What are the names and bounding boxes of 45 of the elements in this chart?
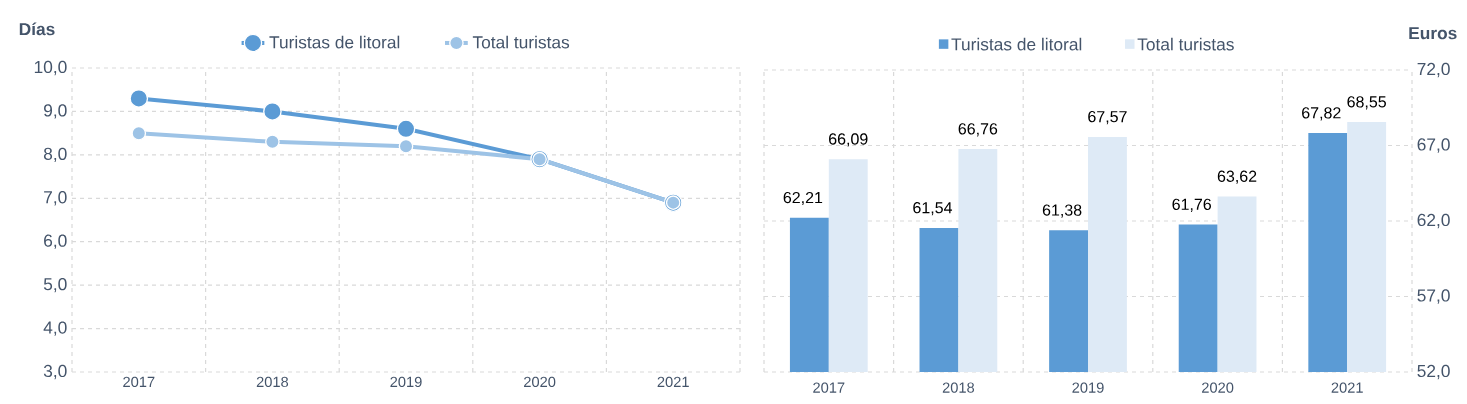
data-label: 68,55 — [1347, 96, 1386, 110]
data-label: 62,21 — [783, 191, 823, 206]
y-tick-label: 7,0 — [44, 191, 67, 206]
x-tick-label: 2017 — [813, 382, 845, 393]
y-tick-label: 6,0 — [44, 234, 67, 249]
point — [398, 138, 414, 154]
data-label: 61,38 — [1042, 204, 1082, 218]
point — [263, 102, 282, 121]
data-label: 67,82 — [1302, 107, 1341, 121]
x-tick-label: 2019 — [390, 376, 422, 388]
point — [265, 134, 280, 150]
legend-label: Turistas de litoral — [269, 35, 400, 49]
data-label: 61,76 — [1172, 198, 1211, 212]
data-label: 67,57 — [1088, 110, 1127, 125]
x-tick-label: 2021 — [1331, 382, 1363, 393]
y-tick-label: 5,0 — [43, 277, 67, 293]
legend-label: Total turistas — [472, 35, 570, 49]
data-label: 61,54 — [913, 202, 953, 216]
data-label: 66,76 — [958, 123, 998, 137]
legend-label: Total turistas — [1137, 37, 1234, 51]
y-tick-label: 62,0 — [1417, 213, 1450, 229]
legend-label: Turistas de litoral — [951, 37, 1082, 51]
y-tick-label: 10,0 — [34, 60, 67, 76]
point — [129, 89, 149, 108]
y-tick-label: 4,0 — [43, 321, 67, 336]
x-tick-label: 2021 — [657, 376, 689, 388]
x-tick-label: 2018 — [256, 376, 289, 388]
point — [396, 119, 416, 139]
point — [131, 125, 147, 141]
data-label: 66,09 — [829, 133, 868, 147]
y-tick-label: 52,0 — [1417, 364, 1450, 380]
y-tick-label: 67,0 — [1417, 138, 1450, 153]
y-tick-label: 9,0 — [44, 104, 67, 119]
y-axis-title: Euros — [1409, 27, 1457, 40]
data-label: 63,62 — [1217, 170, 1257, 184]
x-tick-label: 2020 — [1202, 382, 1234, 393]
y-axis-title: Días — [19, 22, 55, 36]
x-tick-label: 2019 — [1072, 382, 1104, 393]
y-tick-label: 72,0 — [1417, 62, 1450, 78]
y-tick-label: 57,0 — [1417, 289, 1450, 304]
x-tick-label: 2020 — [524, 376, 556, 388]
y-tick-label: 3,0 — [43, 364, 67, 380]
y-tick-label: 8,0 — [43, 147, 67, 163]
x-tick-label: 2018 — [942, 382, 975, 393]
x-tick-label: 2017 — [123, 376, 155, 388]
